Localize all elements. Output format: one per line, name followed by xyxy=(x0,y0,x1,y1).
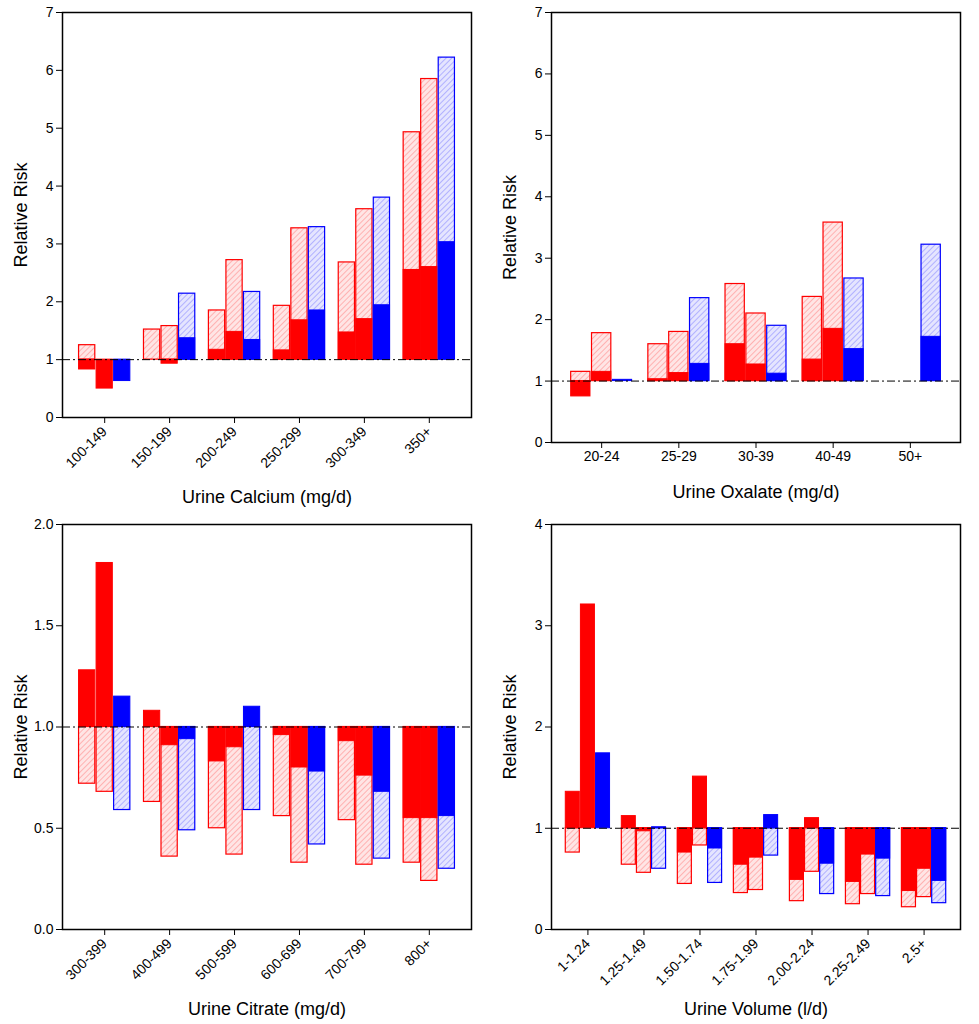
svg-text:5: 5 xyxy=(535,127,543,143)
svg-text:20-24: 20-24 xyxy=(584,448,620,464)
svg-text:1.5: 1.5 xyxy=(34,617,54,633)
svg-text:Relative Risk: Relative Risk xyxy=(500,673,520,779)
svg-text:150-199: 150-199 xyxy=(127,423,175,471)
svg-text:5: 5 xyxy=(46,120,54,136)
svg-text:6: 6 xyxy=(46,62,54,78)
svg-text:1.0: 1.0 xyxy=(34,718,54,734)
svg-text:30-39: 30-39 xyxy=(738,448,774,464)
svg-text:Urine Oxalate (mg/d): Urine Oxalate (mg/d) xyxy=(672,482,839,502)
svg-text:6: 6 xyxy=(535,65,543,81)
svg-text:40-49: 40-49 xyxy=(815,448,851,464)
svg-text:Urine Volume (l/d): Urine Volume (l/d) xyxy=(684,999,828,1019)
svg-text:500-599: 500-599 xyxy=(192,935,240,983)
svg-text:3: 3 xyxy=(535,250,543,266)
svg-text:4: 4 xyxy=(46,178,54,194)
svg-text:3: 3 xyxy=(535,617,543,633)
svg-text:50+: 50+ xyxy=(898,448,922,464)
svg-text:2: 2 xyxy=(46,293,54,309)
svg-text:0.0: 0.0 xyxy=(34,921,54,937)
svg-text:400-499: 400-499 xyxy=(127,935,175,983)
svg-text:4: 4 xyxy=(535,516,543,532)
svg-text:25-29: 25-29 xyxy=(661,448,697,464)
svg-text:2.0: 2.0 xyxy=(34,516,54,532)
svg-text:1-1.24: 1-1.24 xyxy=(554,935,594,975)
svg-text:1: 1 xyxy=(535,820,543,836)
svg-text:2: 2 xyxy=(535,311,543,327)
svg-text:1: 1 xyxy=(46,351,54,367)
svg-text:2.00-2.24: 2.00-2.24 xyxy=(764,935,817,988)
svg-text:4: 4 xyxy=(535,188,543,204)
svg-text:1.50-1.74: 1.50-1.74 xyxy=(652,935,705,988)
svg-text:200-249: 200-249 xyxy=(192,423,240,471)
svg-text:350+: 350+ xyxy=(401,423,435,457)
svg-text:700-799: 700-799 xyxy=(322,935,370,983)
svg-text:250-299: 250-299 xyxy=(257,423,305,471)
svg-text:800+: 800+ xyxy=(401,935,435,969)
svg-text:300-349: 300-349 xyxy=(322,423,370,471)
svg-text:1.25-1.49: 1.25-1.49 xyxy=(596,935,649,988)
svg-text:0.5: 0.5 xyxy=(34,820,54,836)
svg-text:600-699: 600-699 xyxy=(257,935,305,983)
svg-text:1: 1 xyxy=(535,373,543,389)
svg-text:100-149: 100-149 xyxy=(62,423,110,471)
svg-text:0: 0 xyxy=(535,921,543,937)
svg-text:Relative Risk: Relative Risk xyxy=(11,673,31,779)
svg-text:Relative Risk: Relative Risk xyxy=(11,161,31,267)
svg-text:Urine Citrate (mg/d): Urine Citrate (mg/d) xyxy=(188,999,346,1019)
svg-text:1.75-1.99: 1.75-1.99 xyxy=(708,935,761,988)
svg-text:2: 2 xyxy=(535,718,543,734)
svg-text:Relative Risk: Relative Risk xyxy=(500,174,520,280)
svg-text:7: 7 xyxy=(46,4,54,20)
svg-text:2.25-2.49: 2.25-2.49 xyxy=(820,935,873,988)
svg-text:7: 7 xyxy=(535,4,543,20)
svg-text:2.5+: 2.5+ xyxy=(899,935,930,966)
svg-text:0: 0 xyxy=(46,409,54,425)
svg-text:0: 0 xyxy=(535,434,543,450)
svg-text:Urine Calcium (mg/d): Urine Calcium (mg/d) xyxy=(182,487,352,507)
svg-text:3: 3 xyxy=(46,235,54,251)
svg-text:300-399: 300-399 xyxy=(62,935,110,983)
